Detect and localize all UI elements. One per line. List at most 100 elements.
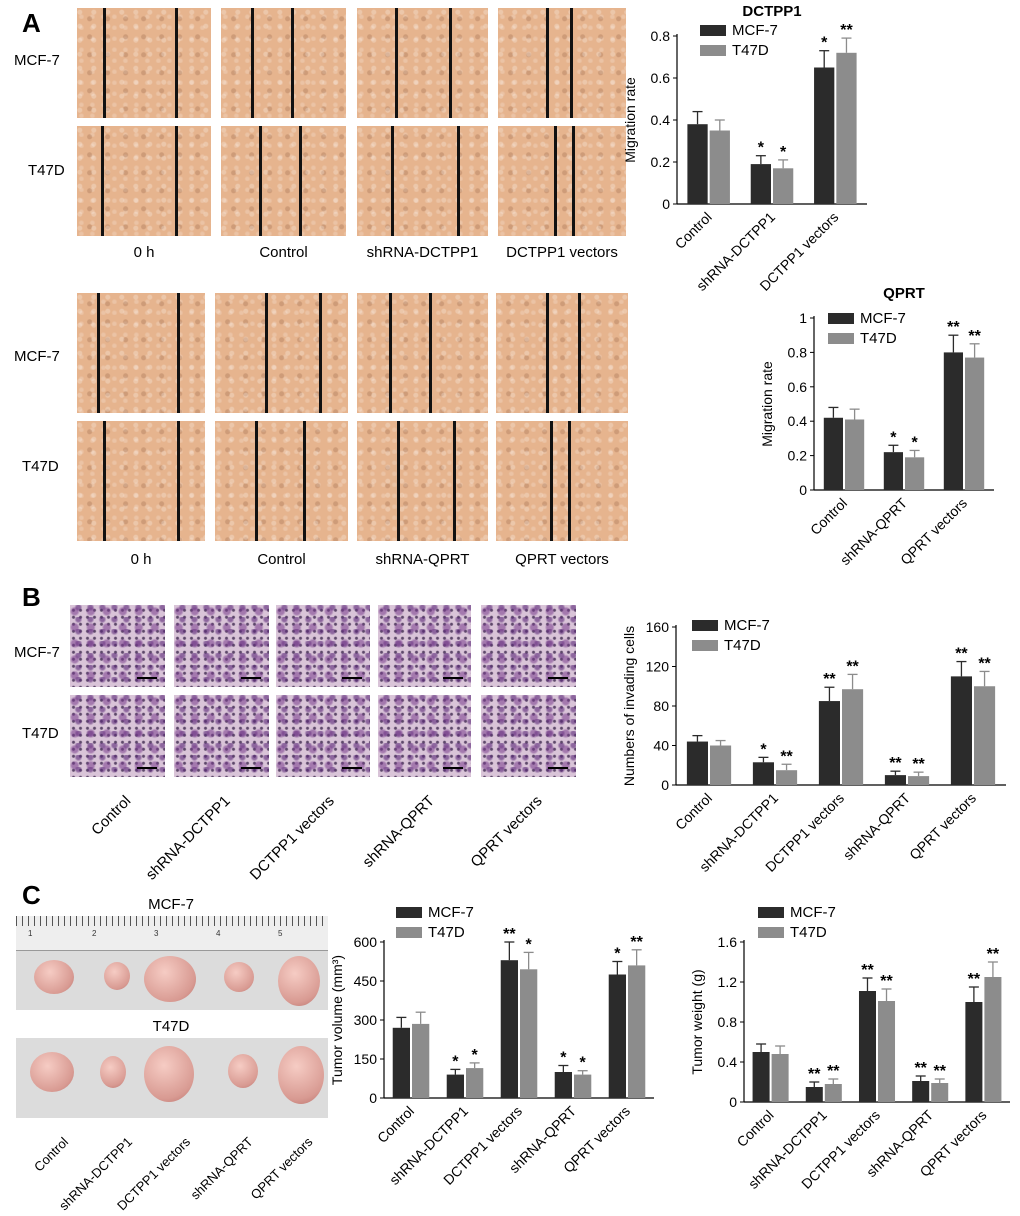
significance-marker: **	[914, 1060, 927, 1077]
bar	[773, 168, 794, 204]
scratch-image	[496, 293, 628, 413]
invasion-image	[378, 605, 471, 687]
bar	[776, 770, 798, 785]
bar	[884, 775, 906, 785]
bar	[965, 1002, 983, 1102]
tumor	[144, 956, 196, 1002]
chart-qprt: QPRT 0 0.2 0.4 0.6 0.8 1 Migration rate Control *…	[760, 285, 994, 568]
significance-marker: **	[889, 755, 902, 772]
bar	[771, 1054, 789, 1102]
y-tick-label: 0.4	[788, 413, 808, 429]
col-label: Control	[31, 1134, 72, 1175]
x-tick-label: Control	[374, 1103, 417, 1146]
legend-label: MCF-7	[790, 904, 836, 921]
invasion-image	[378, 695, 471, 777]
significance-marker: *	[472, 1047, 479, 1064]
bar	[858, 991, 876, 1102]
legend-swatch	[828, 313, 854, 324]
col-label: QPRT vectors	[467, 792, 547, 871]
bar	[805, 1087, 823, 1102]
y-tick-label: 0	[729, 1094, 737, 1110]
scratch-image	[77, 126, 211, 236]
bar	[709, 130, 730, 204]
significance-marker: **	[827, 1063, 840, 1080]
col-label: 0 h	[133, 244, 155, 261]
scratch-image	[77, 421, 205, 541]
significance-marker: **	[968, 971, 981, 988]
y-tick-label: 0.2	[651, 154, 671, 170]
tumor	[100, 1056, 126, 1088]
row-label-t47d: T47D	[22, 458, 59, 475]
bar	[974, 686, 996, 785]
invasion-image	[174, 695, 269, 777]
significance-marker: **	[861, 962, 874, 979]
tumor	[228, 1054, 258, 1088]
y-tick-label: 600	[354, 934, 378, 950]
tumor	[104, 962, 130, 990]
y-axis-label: Tumor weight (g)	[690, 969, 705, 1074]
row-label-mcf7: MCF-7	[14, 644, 60, 661]
scratch-image	[496, 421, 628, 541]
col-label: shRNA-QPRT	[375, 551, 470, 568]
legend-swatch	[692, 620, 718, 631]
y-tick-label: 0.2	[788, 448, 808, 464]
bar	[905, 457, 925, 490]
scratch-image	[77, 8, 211, 118]
bar	[710, 745, 732, 785]
ruler-mark: 5	[278, 929, 283, 938]
invasion-image	[70, 605, 165, 687]
significance-marker: *	[780, 144, 787, 161]
tumor	[224, 962, 254, 992]
legend-label: MCF-7	[860, 310, 906, 327]
legend-label: T47D	[860, 330, 897, 347]
bar	[554, 1072, 572, 1098]
chart-invading: 0 40 80 120 160 Numbers of invading cells Cont…	[621, 617, 1006, 875]
tumor	[30, 1052, 74, 1092]
bar	[752, 1052, 770, 1102]
significance-marker: **	[912, 756, 925, 773]
y-tick-label: 0	[662, 196, 670, 212]
y-tick-label: 1.2	[718, 974, 738, 990]
invasion-image	[481, 695, 576, 777]
bar	[412, 1023, 430, 1098]
scratch-image	[357, 293, 488, 413]
chart-title: QPRT	[883, 285, 925, 302]
col-label: shRNA-DCTPP1	[366, 244, 479, 261]
bar	[943, 352, 963, 490]
x-tick-label: Control	[807, 495, 850, 538]
bar	[686, 741, 708, 785]
significance-marker: *	[760, 741, 767, 758]
col-label: shRNA-QPRT	[359, 792, 439, 871]
chart-dctpp1: DCTPP1 0 0.2 0.4 0.6 0.8 Migration rate Control…	[622, 3, 867, 294]
tumor	[34, 960, 74, 994]
row-label-t47d: T47D	[22, 725, 59, 742]
col-label: QPRT vectors	[515, 551, 609, 568]
significance-marker: **	[880, 973, 893, 990]
invasion-image	[481, 605, 576, 687]
tumor	[278, 956, 320, 1006]
chart-title: DCTPP1	[742, 3, 801, 20]
legend-label: T47D	[428, 924, 465, 941]
panel-letter-c: C	[22, 880, 41, 910]
y-tick-label: 0.8	[788, 344, 808, 360]
significance-marker: **	[808, 1066, 821, 1083]
legend-swatch	[758, 907, 784, 918]
bar	[520, 969, 538, 1098]
legend-label: MCF-7	[732, 22, 778, 39]
invasion-image	[276, 695, 370, 777]
bar	[836, 52, 857, 204]
panel-letter-a: A	[22, 8, 41, 38]
y-axis-label: Tumor volume (mm³)	[332, 955, 345, 1085]
photo-title-t47d: T47D	[152, 1018, 190, 1035]
bar	[608, 974, 626, 1098]
significance-marker: *	[821, 35, 828, 52]
y-tick-label: 0	[799, 482, 807, 498]
bar	[842, 689, 864, 785]
bar	[750, 164, 771, 204]
scratch-image	[221, 8, 346, 118]
legend-swatch	[758, 927, 784, 938]
invasion-image	[70, 695, 165, 777]
invasion-image	[276, 605, 370, 687]
significance-marker: **	[987, 946, 1000, 963]
legend-swatch	[828, 333, 854, 344]
